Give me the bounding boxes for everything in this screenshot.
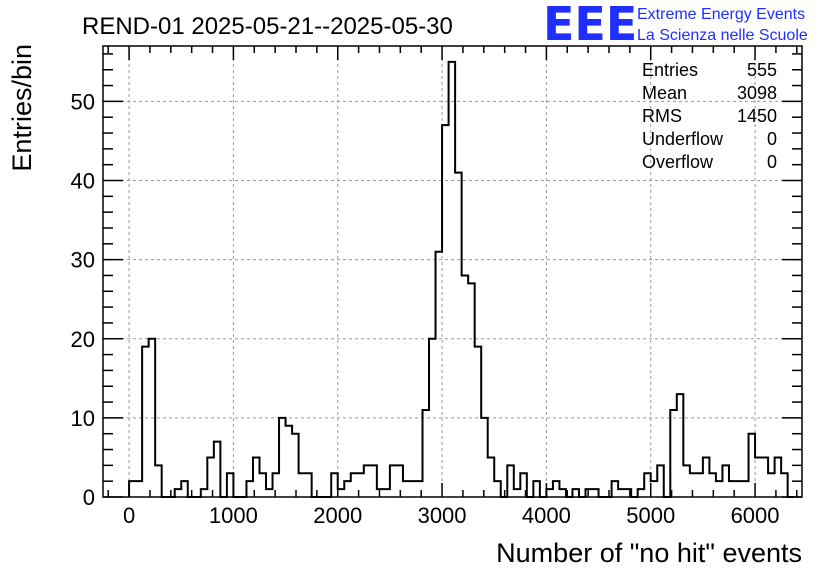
axis-ticks [103, 46, 802, 498]
stat-entries-value: 555 [747, 60, 777, 80]
stat-overflow-label: Overflow [642, 152, 714, 172]
x-tick-label: 3000 [418, 503, 467, 528]
y-tick-label: 20 [71, 327, 95, 352]
x-tick-label: 2000 [313, 503, 362, 528]
stat-rms-label: RMS [642, 106, 682, 126]
y-tick-label: 0 [83, 485, 95, 510]
tick-labels: 0 1000 2000 3000 4000 5000 6000 0 10 20 30 40 50 [71, 89, 780, 528]
logo-line-1: Extreme Energy Events [637, 6, 805, 23]
y-tick-label: 40 [71, 169, 95, 194]
eee-logo: EEE Extreme Energy Events La Scienza nel… [543, 0, 808, 51]
x-tick-label: 1000 [209, 503, 258, 528]
stat-mean-value: 3098 [737, 83, 777, 103]
y-axis-label: Entries/bin [7, 44, 37, 172]
logo-mark: EEE [543, 0, 637, 51]
y-tick-label: 50 [71, 89, 95, 114]
y-tick-label: 30 [71, 248, 95, 273]
histogram-series [128, 60, 795, 498]
x-tick-label: 5000 [626, 503, 675, 528]
stat-underflow-value: 0 [767, 129, 777, 149]
stat-entries-label: Entries [642, 60, 698, 80]
plot-frame [102, 45, 803, 498]
stats-box: Entries 555 Mean 3098 RMS 1450 Underflow… [642, 60, 777, 172]
x-tick-label: 0 [123, 503, 135, 528]
x-tick-label: 6000 [731, 503, 780, 528]
stat-overflow-value: 0 [767, 152, 777, 172]
y-tick-label: 10 [71, 406, 95, 431]
stat-mean-label: Mean [642, 83, 687, 103]
x-tick-label: 4000 [522, 503, 571, 528]
grid [103, 46, 802, 497]
logo-line-2: La Scienza nelle Scuole [637, 27, 808, 44]
x-axis-label: Number of "no hit" events [496, 538, 802, 568]
stat-underflow-label: Underflow [642, 129, 724, 149]
stat-rms-value: 1450 [737, 106, 777, 126]
chart-title: REND-01 2025-05-21--2025-05-30 [82, 13, 453, 40]
